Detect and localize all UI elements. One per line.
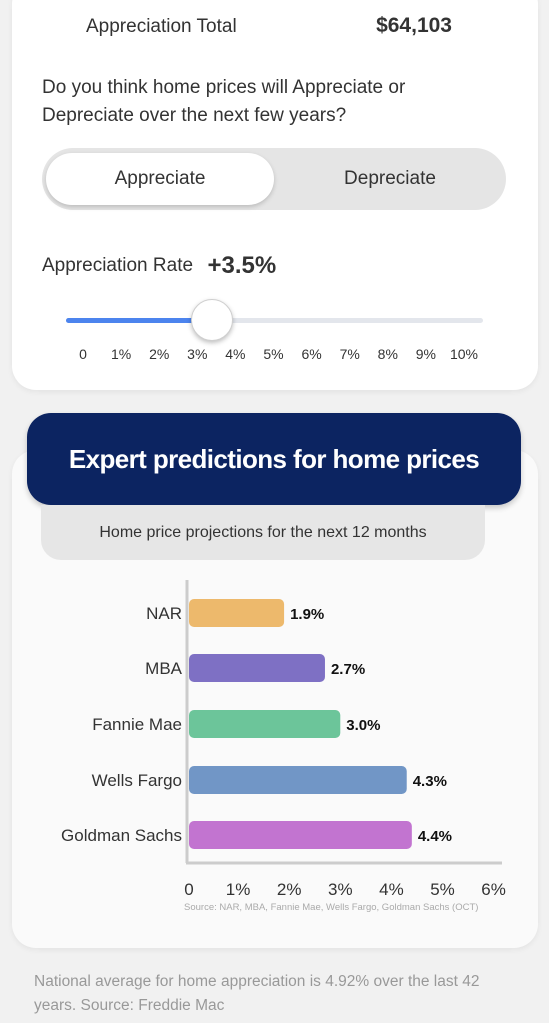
slider-tick-label: 8% xyxy=(377,346,398,362)
appreciation-rate-label: Appreciation Rate xyxy=(42,255,194,276)
appreciation-total-value: $64,103 xyxy=(376,14,452,37)
slider-fill xyxy=(66,318,212,323)
slider-tick-label: 6% xyxy=(301,346,322,362)
appreciation-rate-slider[interactable] xyxy=(66,299,483,341)
slider-tick-label: 1% xyxy=(110,346,132,362)
appreciation-question: Do you think home prices will Appreciate… xyxy=(42,77,406,126)
appreciation-total-row: Appreciation Total $64,103 xyxy=(86,14,452,42)
footer-note: National average for home appreciation i… xyxy=(34,973,480,1014)
appreciation-total-label: Appreciation Total xyxy=(86,16,237,37)
predictions-banner: Expert predictions for home prices xyxy=(27,413,521,505)
appreciation-rate-row: Appreciation Rate +3.5% xyxy=(42,252,276,282)
appreciate-option[interactable]: Appreciate xyxy=(46,153,274,205)
predictions-subtitle: Home price projections for the next 12 m… xyxy=(41,505,485,560)
slider-tick-label: 2% xyxy=(149,346,170,362)
slider-tick-labels: 0 1% 2% 3% 4% 5% 6% 7% 8% 9% 10% xyxy=(0,346,549,366)
slider-tick-label: 5% xyxy=(263,346,284,362)
slider-tick-label: 0 xyxy=(79,346,87,362)
slider-tick-label: 7% xyxy=(339,346,360,362)
slider-thumb[interactable] xyxy=(190,299,233,341)
appreciate-depreciate-toggle[interactable]: Appreciate Depreciate xyxy=(42,148,506,210)
slider-tick-label: 10% xyxy=(449,346,479,362)
slider-tick-label: 3% xyxy=(187,346,208,362)
slider-tick-label: 4% xyxy=(225,346,246,362)
appreciation-rate-value: +3.5% xyxy=(207,252,277,279)
slider-tick-label: 9% xyxy=(415,346,437,362)
depreciate-option[interactable]: Depreciate xyxy=(344,168,436,189)
